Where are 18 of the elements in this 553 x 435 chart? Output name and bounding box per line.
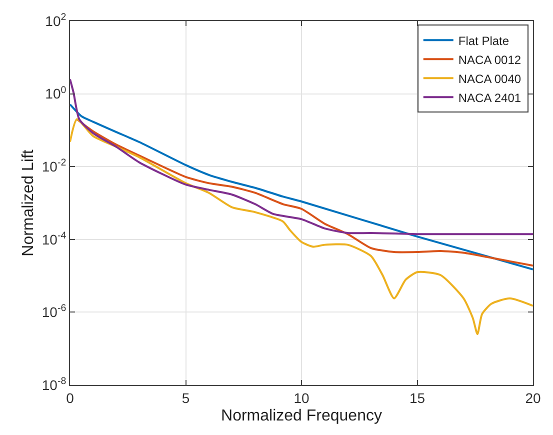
x-tick-label: 10 [294,390,310,406]
line-series [70,118,533,336]
x-axis-title: Normalized Frequency [221,408,382,424]
x-tick-label: 20 [525,390,541,406]
y-tick-label: 10$^{-4}$ [42,230,67,248]
legend-label: NACA 2401 [458,90,522,105]
legend-label: NACA 0040 [458,72,522,86]
y-tick-label: 10$^{0}$ [45,84,67,102]
y-tick-label: 10$^{2}$ [45,12,66,29]
y-tick-label: 10$^{-8}$ [42,376,67,393]
y-tick-label: 10$^{-2}$ [42,158,66,174]
y-axis-title: Normalized Lift [20,149,37,256]
legend-label: NACA 0012 [458,52,522,67]
legend-label: Flat Plate [458,34,510,48]
x-tick-label: 5 [182,390,190,406]
x-tick-label: 15 [409,390,426,406]
y-tick-label: 10$^{-6}$ [42,303,67,320]
x-tick-label: 0 [66,390,74,406]
